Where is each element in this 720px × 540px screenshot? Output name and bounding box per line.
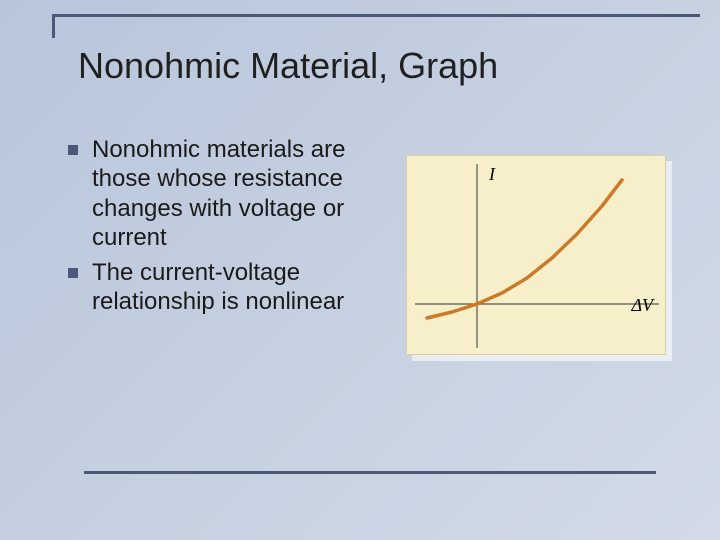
x-axis-label: ΔV xyxy=(631,295,653,316)
bullet-text: Nonohmic materials are those whose resis… xyxy=(92,135,388,252)
slide-frame: Nonohmic Material, Graph Nonohmic materi… xyxy=(20,14,700,520)
graph-container: I ΔV xyxy=(406,155,666,355)
list-item: The current-voltage relationship is nonl… xyxy=(68,258,388,317)
iv-curve-svg xyxy=(407,156,667,356)
bottom-rule xyxy=(84,471,656,474)
page-title: Nonohmic Material, Graph xyxy=(78,45,700,87)
content-row: Nonohmic materials are those whose resis… xyxy=(20,135,700,355)
list-item: Nonohmic materials are those whose resis… xyxy=(68,135,388,252)
graph-box: I ΔV xyxy=(406,155,666,355)
corner-tick xyxy=(52,14,55,38)
bullet-square-icon xyxy=(68,145,78,155)
graph-canvas: I ΔV xyxy=(406,155,666,355)
bullet-square-icon xyxy=(68,268,78,278)
title-area: Nonohmic Material, Graph xyxy=(20,17,700,87)
bullet-text: The current-voltage relationship is nonl… xyxy=(92,258,388,317)
bullet-list: Nonohmic materials are those whose resis… xyxy=(68,135,388,355)
y-axis-label: I xyxy=(489,164,495,185)
